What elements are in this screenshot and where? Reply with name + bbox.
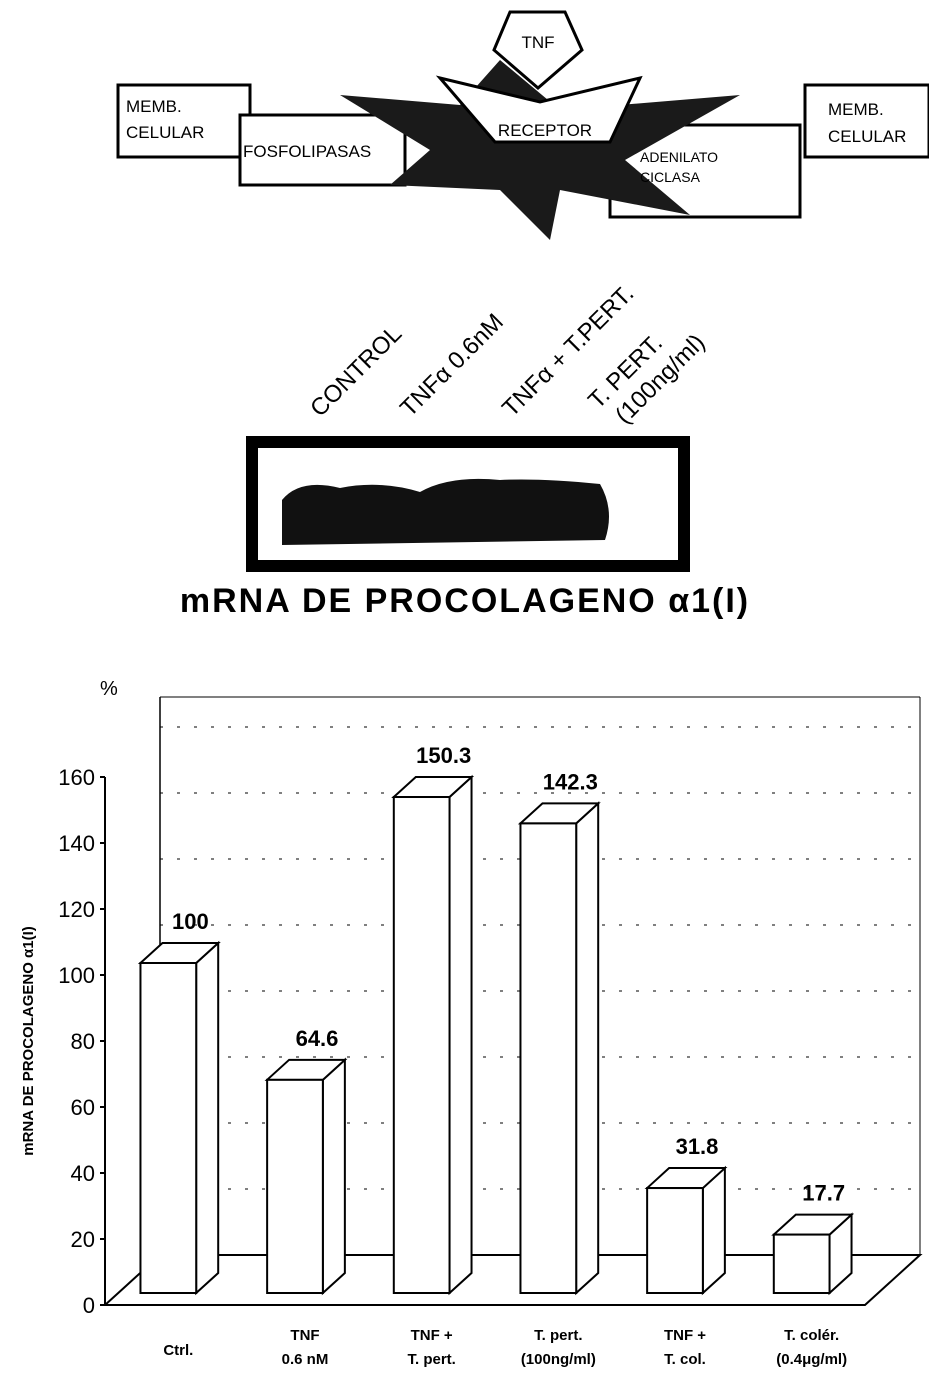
value-label: 31.8	[676, 1134, 719, 1159]
value-label: 150.3	[416, 743, 471, 768]
lane-label: TNFα 0.6nM	[395, 308, 509, 422]
label: MEMB.	[126, 97, 182, 116]
y-axis-label: mRNA DE PROCOLAGENO α1(I)	[20, 926, 37, 1156]
bar-side	[448, 774, 473, 1296]
value-label: 142.3	[543, 769, 598, 794]
y-tick-label: 80	[71, 1029, 95, 1054]
y-tick-label: 20	[71, 1227, 95, 1252]
x-tick-label: T. colér. (0.4μg/ml)	[776, 1327, 847, 1368]
bar	[772, 1233, 831, 1294]
y-tick-label: 140	[58, 831, 95, 856]
x-tick-label: TNF + T. pert.	[407, 1327, 455, 1368]
star	[340, 60, 740, 240]
label: MEMB.	[828, 100, 884, 119]
y-tick-label: 120	[58, 897, 95, 922]
y-unit: %	[100, 678, 118, 700]
x-tick-label: TNF 0.6 nM	[282, 1327, 329, 1368]
label: RECEPTOR	[498, 121, 592, 140]
value-label: 64.6	[296, 1026, 339, 1051]
label: TNF	[521, 33, 554, 52]
bar-side	[321, 1057, 346, 1296]
phospholipase-box	[238, 113, 407, 187]
bar-side	[701, 1165, 726, 1296]
y-tick-label: 40	[71, 1161, 95, 1186]
label: CICLASA	[640, 169, 701, 185]
x-tick-label: TNF + T. col.	[664, 1327, 706, 1368]
bar-side	[195, 940, 220, 1296]
y-tick-label: 160	[58, 765, 95, 790]
label: CELULAR	[126, 123, 204, 142]
value-label: 17.7	[802, 1181, 845, 1206]
membrane-box	[116, 83, 252, 159]
membrane-box	[803, 83, 929, 159]
x-tick-label: T. pert. (100ng/ml)	[521, 1327, 596, 1368]
y-tick-label: 0	[83, 1293, 95, 1318]
label: ADENILATO	[640, 149, 718, 165]
value-label: 100	[172, 909, 209, 934]
blot-bands	[282, 478, 609, 545]
label: CELULAR	[828, 127, 906, 146]
chart: 0 20 40 60 80 100 120 140 160% mRNA DE PROCOLAGEN…	[20, 678, 923, 1368]
y-tick-label: 60	[71, 1095, 95, 1120]
bar-side	[575, 801, 600, 1296]
y-tick-label: 100	[58, 963, 95, 988]
bar	[519, 822, 578, 1294]
blot-title: mRNA DE PROCOLAGENO α1(I)	[180, 582, 750, 620]
tnf-ligand	[492, 10, 584, 90]
bar	[646, 1187, 704, 1295]
label: FOSFOLIPASAS	[243, 142, 371, 161]
bar	[139, 962, 198, 1294]
x-tick-label: Ctrl.	[163, 1342, 193, 1359]
receptor	[435, 75, 643, 144]
bar	[392, 796, 451, 1294]
bar	[266, 1078, 324, 1294]
lane-label: CONTROL	[305, 320, 407, 422]
